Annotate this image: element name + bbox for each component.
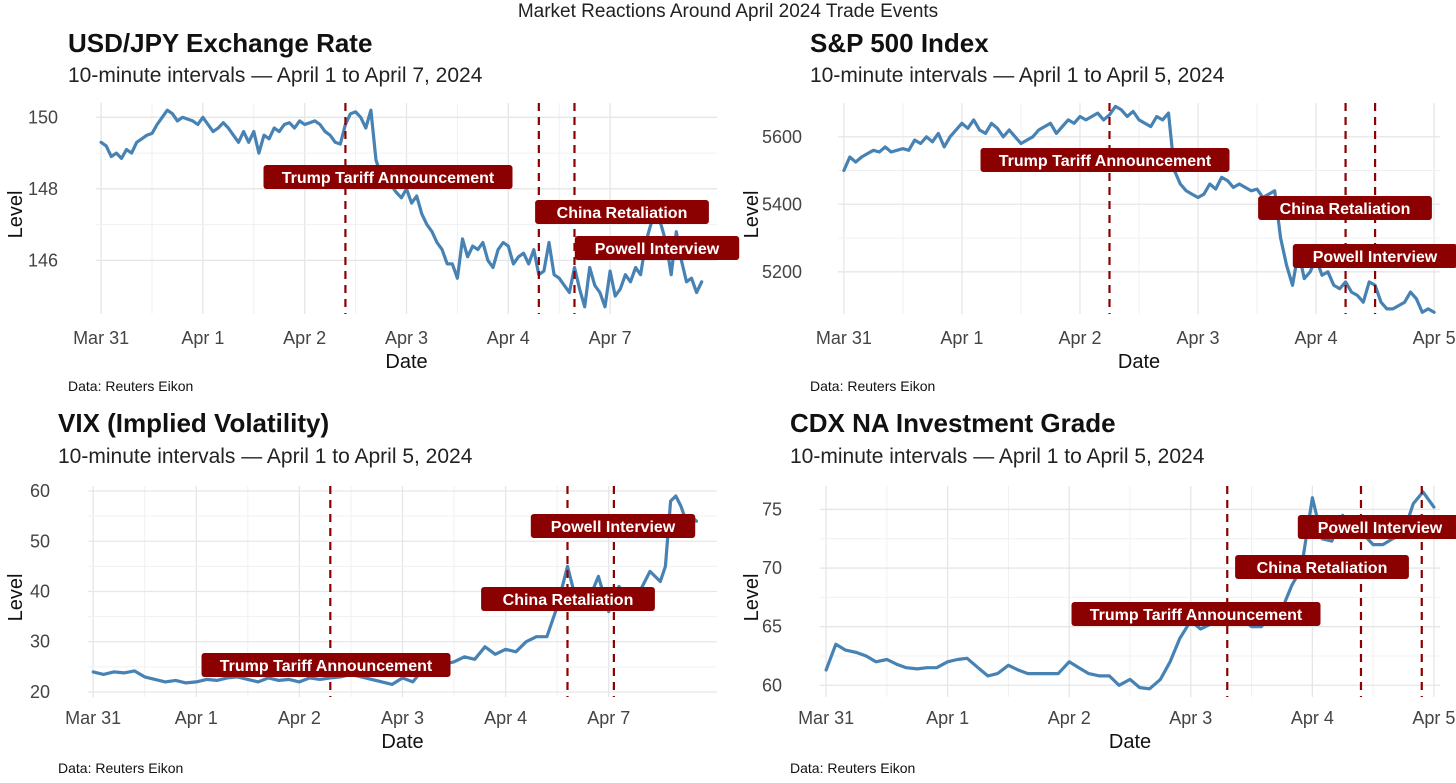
event-label: Powell Interview — [574, 236, 740, 260]
x-tick-label: Mar 31 — [65, 708, 121, 728]
event-label: China Retaliation — [481, 587, 655, 611]
y-tick-label: 60 — [762, 675, 782, 695]
x-tick-label: Apr 7 — [587, 708, 630, 728]
chart-subtitle: 10-minute intervals — April 1 to April 7… — [68, 64, 483, 87]
series-line — [842, 104, 1436, 314]
x-tick-label: Mar 31 — [73, 328, 129, 348]
chart-title: VIX (Implied Volatility) — [58, 408, 330, 438]
y-tick-label: 148 — [28, 179, 58, 199]
svg-text:China Retaliation: China Retaliation — [557, 205, 688, 222]
svg-text:Trump Tariff Announcement: Trump Tariff Announcement — [282, 170, 495, 187]
x-tick-label: Apr 1 — [940, 328, 983, 348]
chart-subtitle: 10-minute intervals — April 1 to April 5… — [58, 445, 473, 468]
event-label: Trump Tariff Announcement — [980, 148, 1230, 172]
x-tick-label: Apr 7 — [589, 328, 632, 348]
event-label: Trump Tariff Announcement — [263, 165, 513, 189]
event-label: Trump Tariff Announcement — [201, 653, 451, 677]
x-tick-label: Apr 2 — [278, 708, 321, 728]
y-tick-label: 50 — [30, 531, 50, 551]
data-source-caption: Data: Reuters Eikon — [68, 378, 194, 394]
x-axis-label: Date — [1118, 351, 1160, 373]
chart-title: CDX NA Investment Grade — [790, 408, 1116, 438]
x-axis-label: Date — [1109, 731, 1151, 753]
x-tick-label: Apr 2 — [1048, 708, 1091, 728]
y-tick-label: 60 — [30, 481, 50, 501]
event-label: Trump Tariff Announcement — [1071, 602, 1321, 626]
y-tick-label: 5600 — [762, 127, 802, 147]
x-tick-label: Apr 4 — [1295, 328, 1338, 348]
y-tick-label: 70 — [762, 558, 782, 578]
x-tick-label: Apr 4 — [1291, 708, 1334, 728]
x-tick-label: Mar 31 — [816, 328, 872, 348]
event-label: Powell Interview — [1292, 244, 1456, 268]
x-tick-label: Apr 1 — [181, 328, 224, 348]
svg-text:Powell Interview: Powell Interview — [595, 241, 720, 258]
y-axis-label: Level — [741, 574, 763, 622]
series-line — [824, 490, 1436, 691]
x-tick-label: Apr 3 — [1169, 708, 1212, 728]
y-tick-label: 40 — [30, 582, 50, 602]
x-tick-label: Mar 31 — [798, 708, 854, 728]
x-tick-label: Apr 3 — [381, 708, 424, 728]
x-axis-label: Date — [385, 351, 427, 373]
y-tick-label: 150 — [28, 107, 58, 127]
event-label: China Retaliation — [535, 200, 709, 224]
svg-text:Powell Interview: Powell Interview — [1313, 249, 1438, 266]
y-tick-label: 75 — [762, 499, 782, 519]
chart-subtitle: 10-minute intervals — April 1 to April 5… — [810, 64, 1225, 87]
y-axis-label: Level — [5, 574, 27, 622]
figure-super-title: Market Reactions Around April 2024 Trade… — [517, 1, 939, 22]
x-axis-label: Date — [381, 731, 423, 753]
x-tick-label: Apr 3 — [1177, 328, 1220, 348]
y-tick-label: 146 — [28, 250, 58, 270]
data-source-caption: Data: Reuters Eikon — [58, 760, 184, 776]
x-tick-label: Apr 4 — [484, 708, 527, 728]
svg-text:Trump Tariff Announcement: Trump Tariff Announcement — [1090, 607, 1303, 624]
data-source-caption: Data: Reuters Eikon — [810, 378, 936, 394]
chart-title: S&P 500 Index — [810, 28, 989, 58]
svg-text:China Retaliation: China Retaliation — [1257, 560, 1388, 577]
event-label: Powell Interview — [1297, 515, 1456, 539]
x-tick-label: Apr 2 — [283, 328, 326, 348]
x-tick-label: Apr 1 — [175, 708, 218, 728]
y-tick-label: 20 — [30, 682, 50, 702]
chart-subtitle: 10-minute intervals — April 1 to April 5… — [790, 445, 1205, 468]
x-tick-label: Apr 2 — [1058, 328, 1101, 348]
event-label: Powell Interview — [530, 514, 696, 538]
data-source-caption: Data: Reuters Eikon — [790, 760, 916, 776]
y-axis-label: Level — [5, 191, 27, 239]
svg-text:Trump Tariff Announcement: Trump Tariff Announcement — [999, 153, 1212, 170]
y-tick-label: 5400 — [762, 194, 802, 214]
svg-text:Powell Interview: Powell Interview — [551, 519, 676, 536]
x-tick-label: Apr 5 — [1412, 708, 1455, 728]
y-axis-label: Level — [741, 191, 763, 239]
x-tick-label: Apr 3 — [385, 328, 428, 348]
y-tick-label: 30 — [30, 632, 50, 652]
series-line — [99, 108, 704, 309]
x-tick-label: Apr 5 — [1413, 328, 1456, 348]
event-label: China Retaliation — [1258, 196, 1432, 220]
x-tick-label: Apr 1 — [926, 708, 969, 728]
svg-text:China Retaliation: China Retaliation — [503, 592, 634, 609]
y-tick-label: 65 — [762, 617, 782, 637]
svg-text:Trump Tariff Announcement: Trump Tariff Announcement — [220, 658, 433, 675]
svg-text:Powell Interview: Powell Interview — [1318, 520, 1443, 537]
event-label: China Retaliation — [1235, 555, 1409, 579]
x-tick-label: Apr 4 — [487, 328, 530, 348]
chart-title: USD/JPY Exchange Rate — [68, 28, 373, 58]
y-tick-label: 5200 — [762, 262, 802, 282]
svg-text:China Retaliation: China Retaliation — [1280, 201, 1411, 218]
